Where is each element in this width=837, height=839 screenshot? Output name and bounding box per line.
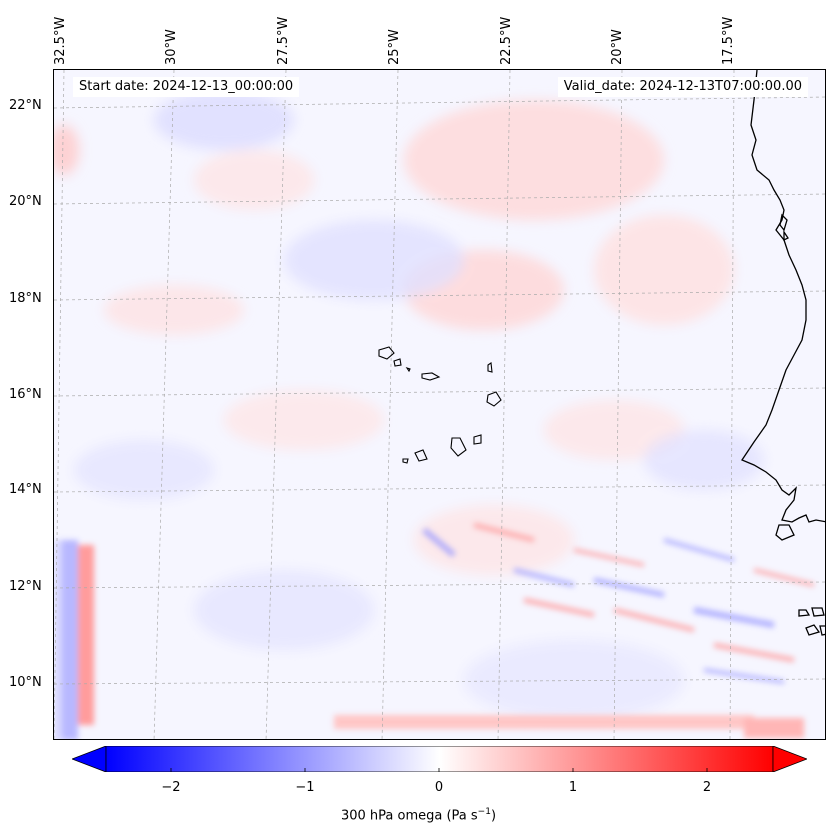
omega-field-patches — [54, 90, 764, 720]
lon-label: 27.5°W — [276, 16, 291, 65]
lon-label: 32.5°W — [53, 16, 68, 65]
map-panel[interactable] — [53, 69, 826, 740]
gridlines — [54, 70, 825, 739]
lat-label: 22°N — [9, 98, 42, 113]
colorbar — [72, 746, 807, 772]
colorbar-extend-min — [72, 746, 107, 772]
lon-label: 25°W — [387, 29, 402, 65]
lat-label: 18°N — [9, 291, 42, 306]
colorbar-tick-label: −1 — [295, 780, 315, 795]
colorbar-ticks — [170, 768, 708, 772]
omega-field-map — [54, 70, 825, 739]
lon-label: 30°W — [164, 29, 179, 65]
colorbar-gradient — [105, 746, 774, 772]
lon-label: 22.5°W — [499, 16, 514, 65]
lat-label: 20°N — [9, 194, 42, 209]
valid-date-label: Valid_date: 2024-12-13T07:00:00.00 — [557, 77, 808, 97]
lat-label: 10°N — [9, 675, 42, 690]
colorbar-tick-label: 1 — [568, 780, 578, 795]
colorbar-label-superscript: −1 — [477, 807, 491, 817]
coastline-west-africa — [741, 70, 825, 636]
lat-label: 12°N — [9, 579, 42, 594]
colorbar-label-text: 300 hPa omega (Pa s — [340, 808, 478, 824]
cape-verde-islands — [378, 346, 502, 464]
lon-label: 17.5°W — [721, 16, 736, 65]
colorbar-label-suffix: ) — [490, 808, 497, 824]
lat-label: 14°N — [9, 482, 42, 497]
colorbar-tick-label: −2 — [161, 780, 181, 795]
colorbar-tick-label: 0 — [434, 780, 444, 795]
colorbar-label: 300 hPa omega (Pa s−1) — [0, 807, 837, 823]
colorbar-extend-max — [772, 746, 807, 772]
lon-label: 20°W — [610, 29, 625, 65]
lat-label: 16°N — [9, 387, 42, 402]
start-date-label: Start date: 2024-12-13_00:00:00 — [73, 77, 300, 97]
colorbar-tick-label: 2 — [702, 780, 712, 795]
